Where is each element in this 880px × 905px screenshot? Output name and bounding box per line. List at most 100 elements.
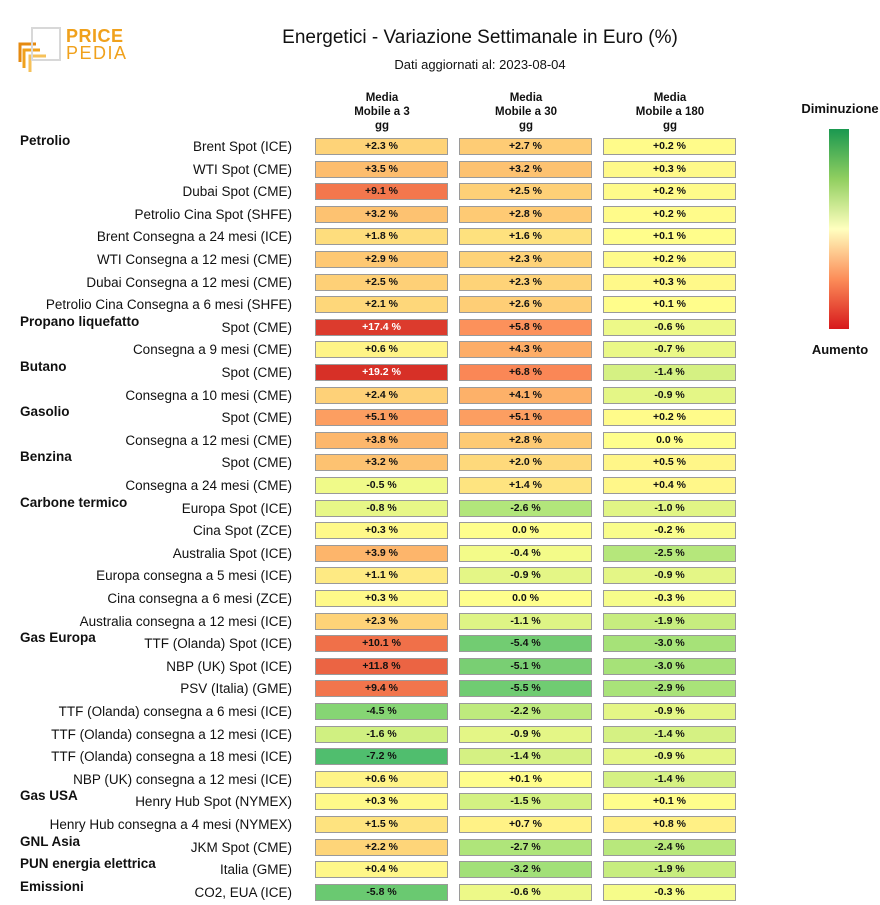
- row-label: Petrolio Cina Spot (SHFE): [134, 206, 292, 222]
- table-row: Gas USA Henry Hub Spot (NYMEX) +0.3 % -1.5 …: [0, 788, 880, 814]
- heatmap-cell: 0.0 %: [603, 431, 736, 449]
- heatmap-cell: +2.5 %: [315, 273, 448, 291]
- heatmap-cell: +4.1 %: [459, 386, 592, 404]
- heatmap-cell: +5.8 %: [459, 318, 592, 336]
- heatmap-cell: +2.2 %: [315, 838, 448, 856]
- heatmap-cell: -1.4 %: [603, 770, 736, 788]
- heatmap-cell: +0.5 %: [603, 454, 736, 472]
- heatmap-cell: -2.7 %: [459, 838, 592, 856]
- heatmap-cell: +10.1 %: [315, 635, 448, 653]
- table-row: Dubai Consegna a 12 mesi (CME) +2.5 % +2.3…: [0, 273, 880, 295]
- column-header-line: Media: [509, 92, 543, 104]
- heatmap-cell: -0.9 %: [459, 725, 592, 743]
- heatmap-cell: +5.1 %: [315, 409, 448, 427]
- heatmap-cell: +1.6 %: [459, 228, 592, 246]
- table-row: Gasolio Spot (CME) +5.1 % +5.1 % +0.2 %: [0, 404, 880, 430]
- group-label: Butano: [20, 359, 67, 374]
- table-row: TTF (Olanda) consegna a 12 mesi (ICE) -1.…: [0, 725, 880, 747]
- heatmap-cell: +2.6 %: [459, 296, 592, 314]
- heatmap-cell: -3.0 %: [603, 657, 736, 675]
- heatmap-cell: +17.4 %: [315, 318, 448, 336]
- heatmap-cell: -0.9 %: [603, 748, 736, 766]
- heatmap-cell: -1.9 %: [603, 612, 736, 630]
- row-label: Petrolio Cina Consegna a 6 mesi (SHFE): [45, 297, 292, 313]
- heatmap-cell: +0.3 %: [315, 793, 448, 811]
- row-label: TTF (Olanda) Spot (ICE): [144, 636, 292, 652]
- table-row: Consegna a 12 mesi (CME) +3.8 % +2.8 % 0.0 …: [0, 431, 880, 453]
- heatmap-cell: +0.2 %: [603, 251, 736, 268]
- heatmap-cell: +3.8 %: [315, 431, 448, 449]
- row-label: Consegna a 24 mesi (CME): [125, 478, 292, 493]
- group-label: GNL Asia: [20, 833, 81, 849]
- row-label: Spot (CME): [221, 410, 292, 426]
- heatmap-cell: -5.4 %: [459, 635, 592, 653]
- heatmap-cell: +0.1 %: [603, 296, 736, 314]
- heatmap-cell: -1.6 %: [315, 725, 448, 743]
- table-row: Emissioni CO2, EUA (ICE) -5.8 % -0.6 % -0.3 …: [0, 879, 880, 905]
- table-row: Petrolio Cina Consegna a 6 mesi (SHFE) +2…: [0, 295, 880, 317]
- heatmap-cell: -0.9 %: [603, 703, 736, 720]
- heatmap-cell: -5.1 %: [459, 657, 592, 675]
- pricepedia-logo: PRICE PEDIA: [18, 26, 138, 74]
- row-label: NBP (UK) consegna a 12 mesi (ICE): [73, 771, 292, 787]
- heatmap-cell: +0.3 %: [315, 590, 448, 607]
- heatmap-cell: -7.2 %: [315, 748, 448, 766]
- table-row: NBP (UK) Spot (ICE) +11.8 % -5.1 % -3.0 %: [0, 657, 880, 679]
- heatmap-cell: -2.9 %: [603, 680, 736, 698]
- heatmap-cell: -1.4 %: [603, 364, 736, 381]
- column-header-3gg: Media Mobile a 3 gg: [314, 91, 450, 133]
- heatmap-cell: +2.3 %: [315, 138, 448, 155]
- row-label: JKM Spot (CME): [190, 839, 292, 855]
- heatmap-cell: -0.7 %: [603, 341, 736, 359]
- heatmap-cell: +0.3 %: [603, 160, 736, 178]
- heatmap-cell: +1.1 %: [315, 567, 448, 585]
- table-row: WTI Spot (CME) +3.5 % +3.2 % +0.3 %: [0, 160, 880, 182]
- logo-word-price: PRICE: [66, 26, 124, 46]
- heatmap-cell: +1.8 %: [315, 228, 448, 246]
- heatmap-cell: +2.8 %: [459, 431, 592, 449]
- heatmap-cell: -2.2 %: [459, 703, 592, 720]
- row-label: Henry Hub consegna a 4 mesi (NYMEX): [49, 817, 292, 832]
- heatmap-cell: +0.1 %: [603, 228, 736, 246]
- heatmap-cell: +19.2 %: [315, 364, 448, 381]
- table-row: Australia Spot (ICE) +3.9 % -0.4 % -2.5 %: [0, 544, 880, 566]
- row-label: Australia Spot (ICE): [172, 545, 292, 561]
- heatmap-cell: -0.5 %: [315, 477, 448, 494]
- legend-label-increase: Aumento: [811, 342, 869, 357]
- column-header-180gg: Media Mobile a 180 gg: [602, 91, 738, 133]
- table-row: Consegna a 10 mesi (CME) +2.4 % +4.1 % -0.9…: [0, 386, 880, 408]
- heatmap-cell: +0.2 %: [603, 183, 736, 201]
- heatmap-cell: +4.3 %: [459, 341, 592, 359]
- heatmap-cell: -1.4 %: [459, 748, 592, 766]
- column-header-line: Mobile a 3: [354, 106, 410, 118]
- group-label: Carbone termico: [20, 494, 128, 510]
- heatmap-cell: -0.9 %: [459, 567, 592, 585]
- heatmap-cell: +0.3 %: [603, 273, 736, 291]
- row-label: WTI Consegna a 12 mesi (CME): [96, 252, 292, 267]
- heatmap-cell: -1.4 %: [603, 725, 736, 743]
- heatmap-cell: +0.6 %: [315, 341, 448, 359]
- heatmap-cell: +1.5 %: [315, 816, 448, 833]
- group-label: Gasolio: [20, 404, 70, 420]
- heatmap-cell: -0.2 %: [603, 522, 736, 540]
- row-label: Europa consegna a 5 mesi (ICE): [96, 568, 292, 584]
- heatmap-cell: -2.5 %: [603, 544, 736, 562]
- row-label: Consegna a 9 mesi (CME): [132, 342, 292, 358]
- chart-title: Energetici - Variazione Settimanale in E…: [282, 27, 678, 48]
- heatmap-cell: +0.2 %: [603, 205, 736, 223]
- heatmap-cell: -0.6 %: [603, 318, 736, 336]
- heatmap-cell: -0.6 %: [459, 883, 592, 901]
- heatmap-cell: +2.3 %: [459, 273, 592, 291]
- heatmap-cell: +0.4 %: [603, 477, 736, 494]
- row-label: Australia consegna a 12 mesi (ICE): [79, 613, 292, 629]
- legend-label-decrease: Diminuzione: [801, 101, 879, 116]
- heatmap-cell: +3.2 %: [459, 160, 592, 178]
- heatmap-cell: +0.6 %: [315, 770, 448, 788]
- color-scale-bar: [829, 129, 849, 329]
- table-row: PUN energia elettrica Italia (GME) +0.4 % -…: [0, 856, 880, 882]
- heatmap-cell: +3.5 %: [315, 160, 448, 178]
- group-label: Petrolio: [20, 133, 71, 148]
- heatmap-cell: -1.0 %: [603, 499, 736, 517]
- heatmap-cell: +11.8 %: [315, 657, 448, 675]
- heatmap-cell: -0.3 %: [603, 590, 736, 607]
